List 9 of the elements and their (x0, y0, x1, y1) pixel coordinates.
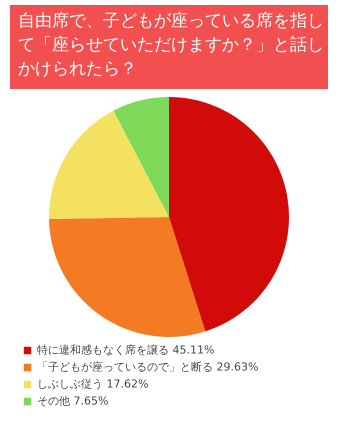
chart-title: 自由席で、子どもが座っている席を指して「座らせていただけますか？」と話しかけられたら？ (18, 11, 324, 79)
pie-slice (49, 217, 206, 337)
legend-label: 特に違和感もなく席を譲る 45.11% (37, 344, 214, 356)
legend-label: しぶしぶ従う 17.62% (37, 378, 148, 390)
legend-label: その他 7.65% (37, 394, 108, 408)
pie-slice (49, 110, 169, 220)
pie-slice (169, 97, 289, 332)
pie-slice (114, 97, 169, 217)
legend-label: 「子どもが座っているので」と断る 29.63% (37, 360, 258, 374)
